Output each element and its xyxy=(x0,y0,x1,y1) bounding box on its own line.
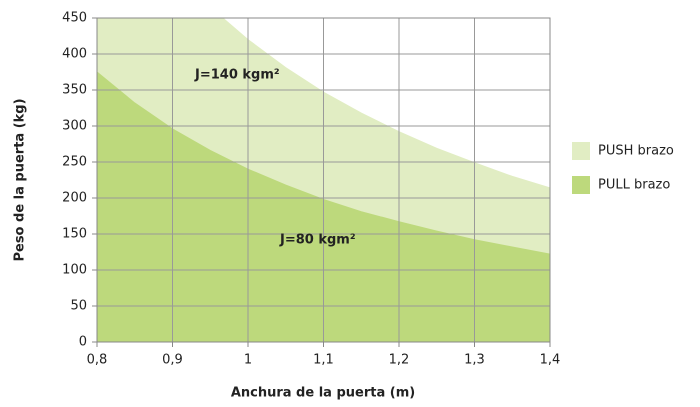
x-tick-label: 1,4 xyxy=(540,353,561,368)
y-tick-label: 250 xyxy=(62,155,87,170)
legend-swatch xyxy=(572,142,590,160)
annotation: J=80 kgm² xyxy=(279,233,356,248)
y-tick-label: 100 xyxy=(62,263,87,278)
y-tick-label: 350 xyxy=(62,83,87,98)
x-tick-label: 1,2 xyxy=(389,353,410,368)
x-tick-label: 1,1 xyxy=(313,353,334,368)
y-tick-label: 0 xyxy=(79,335,87,350)
y-axis-title: Peso de la puerta (kg) xyxy=(13,98,28,261)
y-tick-label: 150 xyxy=(62,227,87,242)
legend-label: PUSH brazo xyxy=(598,144,674,159)
legend-swatch xyxy=(572,176,590,194)
x-tick-label: 0,9 xyxy=(162,353,183,368)
annotation: J=140 kgm² xyxy=(194,68,280,83)
y-tick-label: 300 xyxy=(62,119,87,134)
x-axis-title: Anchura de la puerta (m) xyxy=(231,386,415,401)
plot-border xyxy=(96,17,551,343)
y-tick-label: 450 xyxy=(62,11,87,26)
y-tick-label: 50 xyxy=(70,299,87,314)
x-tick-label: 1,3 xyxy=(464,353,485,368)
x-tick-label: 1 xyxy=(244,353,252,368)
y-tick-label: 400 xyxy=(62,47,87,62)
x-tick-label: 0,8 xyxy=(87,353,108,368)
y-tick-label: 200 xyxy=(62,191,87,206)
legend-label: PULL brazo xyxy=(598,178,670,193)
